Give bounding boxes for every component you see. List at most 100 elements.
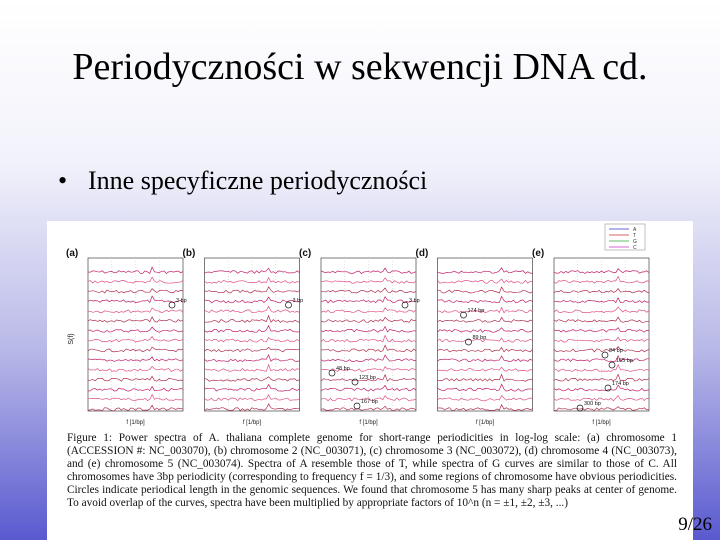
annotation-circle [401,301,409,309]
spectrum-curve [437,306,533,314]
bullet-text: Inne specyficzne periodyczności [88,166,428,195]
x-axis-label: f [1/bp] [126,420,145,426]
spectrum-curve [87,393,184,402]
spectrum-curve [320,295,417,304]
annotation-label: 174 bp [468,308,485,314]
spectrum-curve [437,395,533,402]
annotation-circle [168,301,176,309]
annotation-circle [460,311,467,319]
spectrum-curve [204,267,300,274]
annotation-circle [604,384,612,392]
spectrum-curve [204,336,300,343]
bullet: • Inne specyficzne periodyczności [58,166,428,195]
spectrum-curve [553,336,650,343]
spectrum-curve [87,276,184,284]
spectrum-curve [87,335,184,343]
spectrum-curve [320,316,417,323]
spectrum-curve [437,267,533,274]
spectrum-curve [320,325,417,333]
panel-label: (b) [183,248,196,259]
annotation-label: 3 bp [409,298,420,304]
spectrum-curve [437,366,533,372]
panel-label: (a) [66,248,78,259]
spectrum-curve [87,365,184,372]
spectrum-curve [204,286,300,294]
spectrum-curve [320,405,417,411]
spectrum-curve [437,278,533,284]
spectrum-curve [204,296,300,304]
spectrum-curve [553,384,650,392]
spectrum-curve [204,314,300,323]
annotation-circle [601,351,609,359]
spectrum-curve [553,395,650,402]
annotation-circle [608,361,616,369]
spectrum-curve [437,346,533,353]
spectrum-curve [87,307,184,314]
panel-label: (c) [299,248,311,259]
spectrum-curve [320,354,417,362]
legend-box [604,223,646,251]
spectrum-curve [437,327,533,333]
annotation-label: 48 bp [336,366,350,372]
spectrum-curve [204,305,300,313]
spectrum-curve [320,307,417,313]
spectrum-curve [87,404,184,412]
plot-frame [553,257,650,412]
spectrum-curve [553,275,650,284]
spectrum-curve [204,383,300,392]
spectrum-curve [320,373,417,382]
annotation-circle [351,378,359,386]
spectrum-curve [204,276,300,284]
spectrum-curve [204,324,300,333]
spectrum-curve [320,267,417,274]
spectrum-curve [553,288,650,294]
spectrum-curve [320,277,417,284]
spectrum-curve [204,376,300,382]
spectrum-curve [553,297,650,304]
spectrum-curve [553,346,650,353]
spectrum-curve [87,375,184,382]
panel-label: (e) [532,248,544,259]
spectrum-curve [204,363,300,372]
legend-label: C [633,245,637,251]
x-axis-label: f [1/bp] [476,420,495,426]
spectrum-curve [553,268,650,274]
spectrum-curve [204,346,300,353]
spectrum-curve [87,316,184,323]
spectrum-curve [87,326,184,333]
annotation-label: 165 bp [616,358,633,364]
spectrum-curve [553,327,650,333]
panel-label: (d) [416,248,429,259]
figure-caption: Figure 1: Power spectra of A. thaliana c… [67,432,677,509]
annotation-label: 300 bp [584,401,601,407]
spectrum-curve [437,295,533,304]
spectrum-curve [437,316,533,323]
spectrum-curve [553,373,650,382]
spectrum-curve [88,356,184,362]
x-axis-label: f [1/bp] [243,420,262,426]
spectrum-curve [437,355,533,362]
spectrum-curve [320,287,417,294]
spectrum-curve [553,316,650,323]
annotation-circle [465,338,472,346]
x-axis-label: f [1/bp] [359,420,378,426]
annotation-circle [353,402,361,410]
spectrum-curve [320,344,417,353]
legend-label: T [633,233,636,239]
spectrum-curve [437,286,533,294]
spectrum-curve [553,306,650,313]
y-axis-label: S(f) [68,333,75,344]
spectrum-curve [437,383,533,392]
spectrum-curve [553,406,650,411]
page-number: 9/26 [678,514,712,535]
x-axis-label: f [1/bp] [592,420,611,426]
spectrum-curve [437,404,533,411]
slide-title: Periodyczności w sekwencji DNA cd. [72,46,648,88]
annotation-label: 174 bp [612,381,629,387]
spectrum-curve [87,288,184,294]
annotation-label: 84 bp [609,348,623,354]
figure: A T G C S(f) (a) 3 bp f [1/bp] (b) 3 bp f [1/bp] (c… [47,221,693,540]
spectrum-curve [320,366,417,372]
